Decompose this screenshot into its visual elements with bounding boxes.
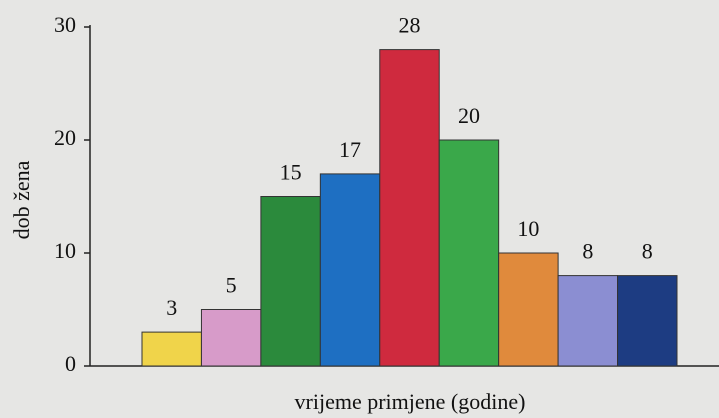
data-label: 8 bbox=[642, 239, 653, 264]
data-label: 10 bbox=[517, 216, 539, 241]
data-label: 20 bbox=[458, 103, 480, 128]
y-tick-label: 30 bbox=[54, 12, 76, 37]
data-label: 3 bbox=[166, 295, 177, 320]
data-label: 28 bbox=[399, 13, 421, 38]
data-label: 5 bbox=[226, 273, 237, 298]
y-tick-label: 0 bbox=[65, 351, 76, 376]
bar bbox=[319, 173, 381, 367]
y-tick-label: 10 bbox=[54, 238, 76, 263]
y-tick-label: 20 bbox=[54, 125, 76, 150]
bar bbox=[260, 196, 321, 367]
bar bbox=[438, 139, 500, 367]
bar bbox=[498, 252, 559, 367]
bar bbox=[141, 331, 202, 367]
bar bbox=[617, 275, 678, 367]
bar bbox=[200, 309, 262, 367]
data-label: 15 bbox=[280, 160, 302, 185]
x-axis-label: vrijeme primjene (godine) bbox=[295, 389, 526, 414]
bar bbox=[379, 49, 440, 367]
bar bbox=[557, 275, 619, 367]
data-label: 8 bbox=[582, 239, 593, 264]
y-axis-label: dob žena bbox=[9, 160, 34, 239]
data-label: 17 bbox=[339, 137, 361, 162]
